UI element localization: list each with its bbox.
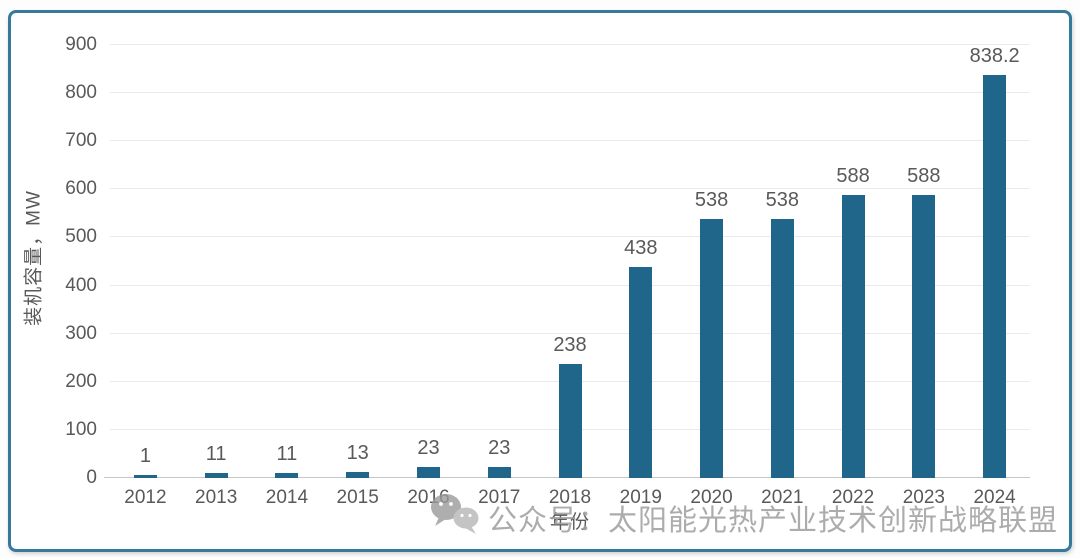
bar-value-label: 838.2	[969, 44, 1020, 67]
bar-value-label: 538	[765, 189, 799, 212]
bar-2012	[133, 475, 157, 478]
chart-frame: 装机容量，MW 0 100 200 300 400 500 600 700 800 900 1 201…	[8, 10, 1072, 552]
y-tick-label: 200	[65, 370, 97, 392]
x-tick-label-2015: 2015	[336, 487, 379, 508]
bar-value-label: 538	[694, 189, 729, 212]
gridline	[110, 332, 1030, 334]
x-axis-title: 年份	[549, 512, 590, 533]
y-tick-label: 400	[65, 274, 97, 296]
bar-2019	[629, 267, 653, 478]
y-axis-title: 装机容量，MW	[23, 190, 45, 326]
bar-2023	[912, 195, 936, 478]
bar-2013	[204, 472, 228, 478]
bar-2015	[346, 471, 370, 478]
gridline	[110, 188, 1030, 190]
bar-2021	[770, 219, 794, 478]
bar-2016	[416, 466, 440, 478]
gridline	[110, 44, 1030, 45]
plot-area: 0 100 200 300 400 500 600 700 800 900 1 2012 11 2013 1…	[65, 34, 1030, 508]
x-tick-label-2017: 2017	[478, 487, 521, 508]
x-tick-label-2021: 2021	[761, 487, 804, 508]
y-tick-label: 600	[65, 178, 97, 200]
bar-value-label: 1	[139, 445, 151, 467]
bar-2024	[983, 74, 1007, 478]
gridline	[110, 236, 1030, 238]
y-tick-label: 700	[65, 130, 97, 152]
y-tick-label: 800	[65, 82, 97, 104]
bar-2022	[841, 195, 865, 478]
bar-value-label: 238	[553, 333, 587, 356]
x-tick-label-2023: 2023	[902, 487, 945, 508]
bar-2018	[558, 363, 582, 478]
x-tick-label-2018: 2018	[548, 487, 592, 508]
x-tick-label-2012: 2012	[124, 487, 167, 508]
bar-2020	[700, 219, 724, 478]
x-tick-label-2022: 2022	[831, 487, 875, 508]
bar-value-label: 588	[907, 165, 941, 188]
gridline	[110, 140, 1030, 142]
bar-value-label: 23	[417, 436, 440, 459]
y-tick-label: 0	[86, 467, 97, 488]
x-tick-label-2013: 2013	[195, 487, 238, 508]
bar-value-label: 23	[488, 436, 511, 459]
bar-value-label: 11	[205, 442, 227, 465]
y-tick-label: 300	[65, 322, 97, 344]
gridline	[110, 284, 1030, 286]
bar-value-label: 13	[346, 441, 369, 464]
bar-2014	[275, 472, 299, 478]
y-tick-label: 100	[65, 418, 97, 440]
y-tick-label: 900	[65, 34, 97, 55]
x-tick-label-2014: 2014	[265, 487, 309, 508]
x-tick-label-2019: 2019	[619, 487, 662, 508]
bar-value-label: 588	[836, 165, 870, 188]
bar-value-label: 11	[276, 442, 298, 465]
x-tick-label-2024: 2024	[973, 487, 1016, 508]
bar-value-label: 438	[624, 237, 658, 260]
x-tick-label-2020: 2020	[690, 487, 733, 508]
bar-2017	[487, 466, 511, 478]
gridline	[110, 92, 1030, 94]
y-tick-label: 500	[65, 226, 97, 248]
